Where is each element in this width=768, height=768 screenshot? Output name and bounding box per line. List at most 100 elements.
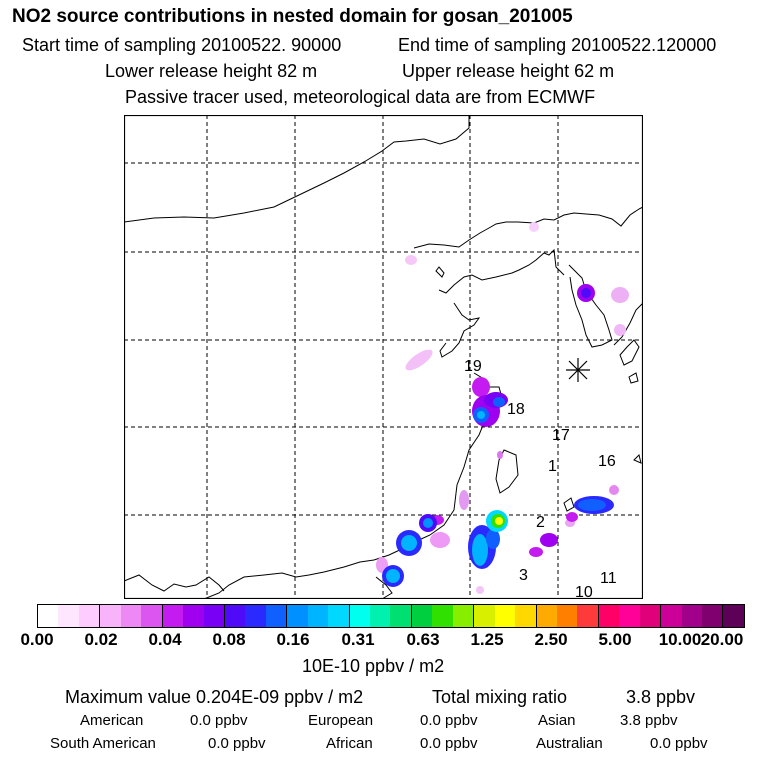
colorbar-tick: 0.63 [406,630,440,649]
tracer-note: Passive tracer used, meteorological data… [125,87,596,107]
colorbar-tick: 5.00 [598,630,632,649]
region-name: American [80,712,144,729]
region-name: Australian [536,735,603,752]
colorbar-swatch [474,605,495,627]
trajectory-label: 17 [552,427,570,444]
colorbar-tick: 0.08 [212,630,246,649]
region-name: Asian [538,712,576,729]
colorbar-swatch [245,605,266,627]
colorbar-unit: 10E-10 ppbv / m2 [302,656,445,676]
colorbar-swatch [162,605,184,627]
color-scale-bar [37,604,745,628]
patch [493,397,505,407]
colorbar-swatch [411,605,433,627]
end-time: End time of sampling 20100522.120000 [398,35,717,55]
patch [459,490,469,510]
colorbar-swatch [432,605,453,627]
trajectory-label: 16 [598,453,616,470]
total-mixing-ratio-value: 3.8 ppbv [626,687,696,707]
lat-lon-grid [124,115,643,599]
colorbar-swatch [58,605,79,627]
colorbar-swatch [141,605,163,627]
colorbar-swatch [681,605,702,627]
region-name: African [326,735,373,752]
source-contribution-map: 19 18 17 1 16 2 3 11 10 [124,115,643,599]
region-value: 0.0 ppbv [650,735,708,752]
patch [477,411,485,419]
trajectory-label: 3 [519,567,528,584]
patch [472,534,488,566]
colorbar-swatch [515,605,537,627]
patch [423,518,433,528]
trajectory-label: 2 [536,514,545,531]
region-name: South American [50,735,156,752]
region-value: 0.0 ppbv [420,735,478,752]
region-name: European [308,712,374,729]
colorbar-swatch [349,605,370,627]
colorbar-swatch [661,605,682,627]
colorbar-tick: 0.00 [20,630,54,649]
trajectory-label: 10 [575,584,593,599]
patch [430,532,450,548]
colorbar-swatch [183,605,204,627]
patch [476,586,484,594]
colorbar-swatch [265,605,288,627]
colorbar-swatch [78,605,101,627]
region-value: 0.0 ppbv [190,712,248,729]
colorbar-tick: 0.16 [276,630,310,649]
region-value: 3.8 ppbv [620,712,678,729]
contribution-patches [376,222,629,594]
colorbar-tick: 10.00 [658,630,702,649]
maximum-value: Maximum value 0.204E-09 ppbv / m2 [65,687,364,707]
colorbar-tick: 0.31 [341,630,375,649]
colorbar-swatch [723,605,744,627]
patch [401,535,417,551]
colorbar-swatch [702,605,724,627]
colorbar-swatch [100,605,121,627]
patch [529,547,543,557]
colorbar-swatch [224,605,246,627]
patch [529,222,539,232]
trajectory-labels: 19 18 17 1 16 2 3 11 10 [464,358,617,599]
upper-release-height: Upper release height 62 m [402,61,615,81]
colorbar-swatch [120,605,142,627]
lower-release-height: Lower release height 82 m [105,61,318,81]
total-mixing-ratio-label: Total mixing ratio [432,687,568,707]
map-title: NO2 source contributions in nested domai… [12,6,573,27]
region-value: 0.0 ppbv [208,735,266,752]
colorbar-tick: 1.25 [470,630,504,649]
trajectory-label: 1 [548,458,557,475]
map-frame [124,115,643,599]
patch [614,324,626,336]
colorbar-swatch [307,605,329,627]
patch [609,485,619,495]
region-value: 0.0 ppbv [420,712,478,729]
colorbar-swatch [536,605,557,627]
patch [472,377,490,397]
colorbar-swatch [639,605,662,627]
patch [495,517,503,525]
patch [578,499,606,511]
trajectory-label: 19 [464,358,482,375]
patch [497,451,503,459]
colorbar-swatch [203,605,225,627]
colorbar-tick: 20.00 [700,630,744,649]
gosan-receptor-icon [566,358,590,382]
start-time: Start time of sampling 20100522. 90000 [22,35,342,55]
colorbar-tick: 0.02 [84,630,118,649]
colorbar-swatch [556,605,578,627]
patch [405,349,433,371]
patch [486,529,500,549]
colorbar-tick: 2.50 [534,630,568,649]
colorbar-swatch [619,605,640,627]
colorbar-swatch [598,605,620,627]
colorbar-swatch [390,605,412,627]
trajectory-label: 18 [507,401,525,418]
patch [540,533,558,547]
colorbar-swatch [287,605,308,627]
colorbar-swatch [452,605,475,627]
patch [386,569,400,583]
colorbar-swatch [328,605,350,627]
patch [566,512,578,522]
patch [611,287,629,303]
